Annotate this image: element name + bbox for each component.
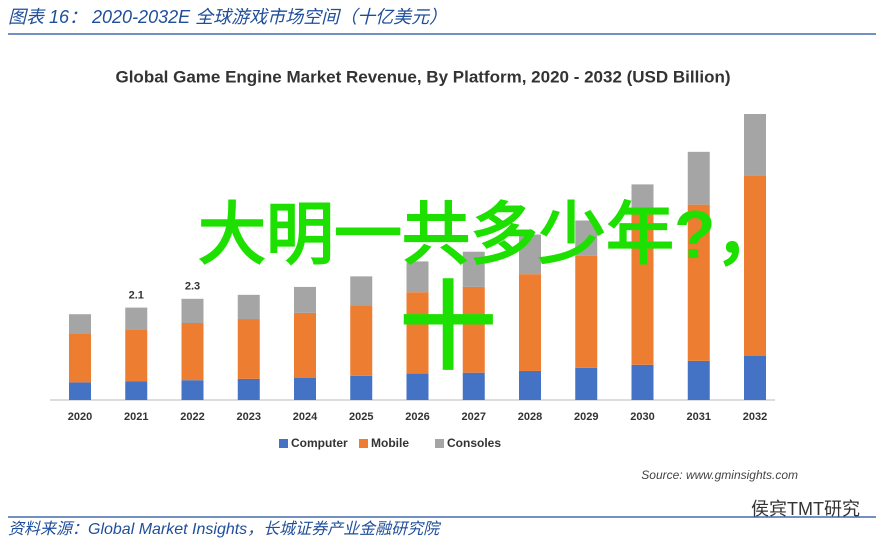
bar-segment xyxy=(294,312,316,378)
bar-segment xyxy=(181,298,204,323)
header-title: 图表 16： 2020-2032E 全球游戏市场空间（十亿美元） xyxy=(8,7,447,27)
bar-segment xyxy=(237,378,260,400)
bar-segment xyxy=(125,329,148,382)
bar-segment xyxy=(575,255,598,368)
bar-segment xyxy=(519,234,541,275)
bar-segment xyxy=(69,334,91,383)
x-tick-label: 2024 xyxy=(293,411,318,423)
bar-segment xyxy=(181,380,204,400)
bar-segment xyxy=(406,292,429,374)
x-tick-label: 2030 xyxy=(630,411,654,423)
bar-segment xyxy=(687,151,710,205)
chart-source: Source: www.gminsights.com xyxy=(641,468,798,482)
bar-segment xyxy=(631,364,654,400)
x-tick-label: 2025 xyxy=(349,411,373,423)
legend-label: Consoles xyxy=(447,436,501,450)
x-tick-label: 2028 xyxy=(518,411,542,423)
bar-segment xyxy=(294,286,316,313)
bar-segment xyxy=(687,204,710,361)
bar-segment xyxy=(575,367,598,400)
bar-segment xyxy=(125,381,148,400)
plot: 2020 2021 2.1 2022 2.3 2023 2024 2025 2026 2027 20… xyxy=(68,114,767,450)
bar-segment xyxy=(237,319,260,379)
bar-segment xyxy=(519,370,541,400)
bar-segment xyxy=(631,210,654,365)
x-tick-label: 2023 xyxy=(237,411,261,423)
bar-segment xyxy=(744,356,766,400)
x-tick-label: 2026 xyxy=(405,411,429,423)
x-tick-label: 2029 xyxy=(574,411,598,423)
bar-segment xyxy=(462,372,485,400)
bar-segment xyxy=(237,294,260,320)
bar-segment xyxy=(69,382,91,400)
bar-segment xyxy=(350,305,373,376)
bar-segment xyxy=(350,276,373,306)
bar-segment xyxy=(406,373,429,400)
bar-segment xyxy=(181,323,204,381)
bar-segment xyxy=(69,314,91,334)
chart-title: Global Game Engine Market Revenue, By Pl… xyxy=(115,67,730,86)
bar-segment xyxy=(519,274,541,371)
x-tick-label: 2031 xyxy=(687,411,711,423)
footer-source: 资料来源：Global Market Insights，长城证券产业金融研究院 xyxy=(8,520,442,538)
bar-segment xyxy=(744,175,766,356)
legend-swatch xyxy=(435,439,444,448)
x-tick-label: 2020 xyxy=(68,411,92,423)
overlay-question: 大明一共多少年?， xyxy=(198,197,784,273)
bar-segment xyxy=(631,184,654,211)
bar-segment xyxy=(687,360,710,400)
total-label: 2.1 xyxy=(129,290,144,302)
x-tick-label: 2021 xyxy=(124,411,148,423)
legend-label: Computer xyxy=(291,436,348,450)
legend-swatch xyxy=(359,439,368,448)
bar-segment xyxy=(294,378,316,400)
overlay-answer: 十 xyxy=(400,274,496,381)
bar-segment xyxy=(350,375,373,400)
legend-label: Mobile xyxy=(371,436,409,450)
x-tick-label: 2022 xyxy=(180,411,204,423)
watermark: 侯宾TMT研究 xyxy=(751,499,860,519)
bar-segment xyxy=(406,261,429,293)
bar-segment xyxy=(744,114,766,176)
legend-swatch xyxy=(279,439,288,448)
bar-segment xyxy=(575,220,598,256)
x-tick-label: 2032 xyxy=(743,411,767,423)
x-tick-label: 2027 xyxy=(462,411,486,423)
bar-segment xyxy=(462,251,485,287)
bar-segment xyxy=(462,286,485,373)
bar-segment xyxy=(125,307,148,330)
total-label: 2.3 xyxy=(185,281,200,293)
